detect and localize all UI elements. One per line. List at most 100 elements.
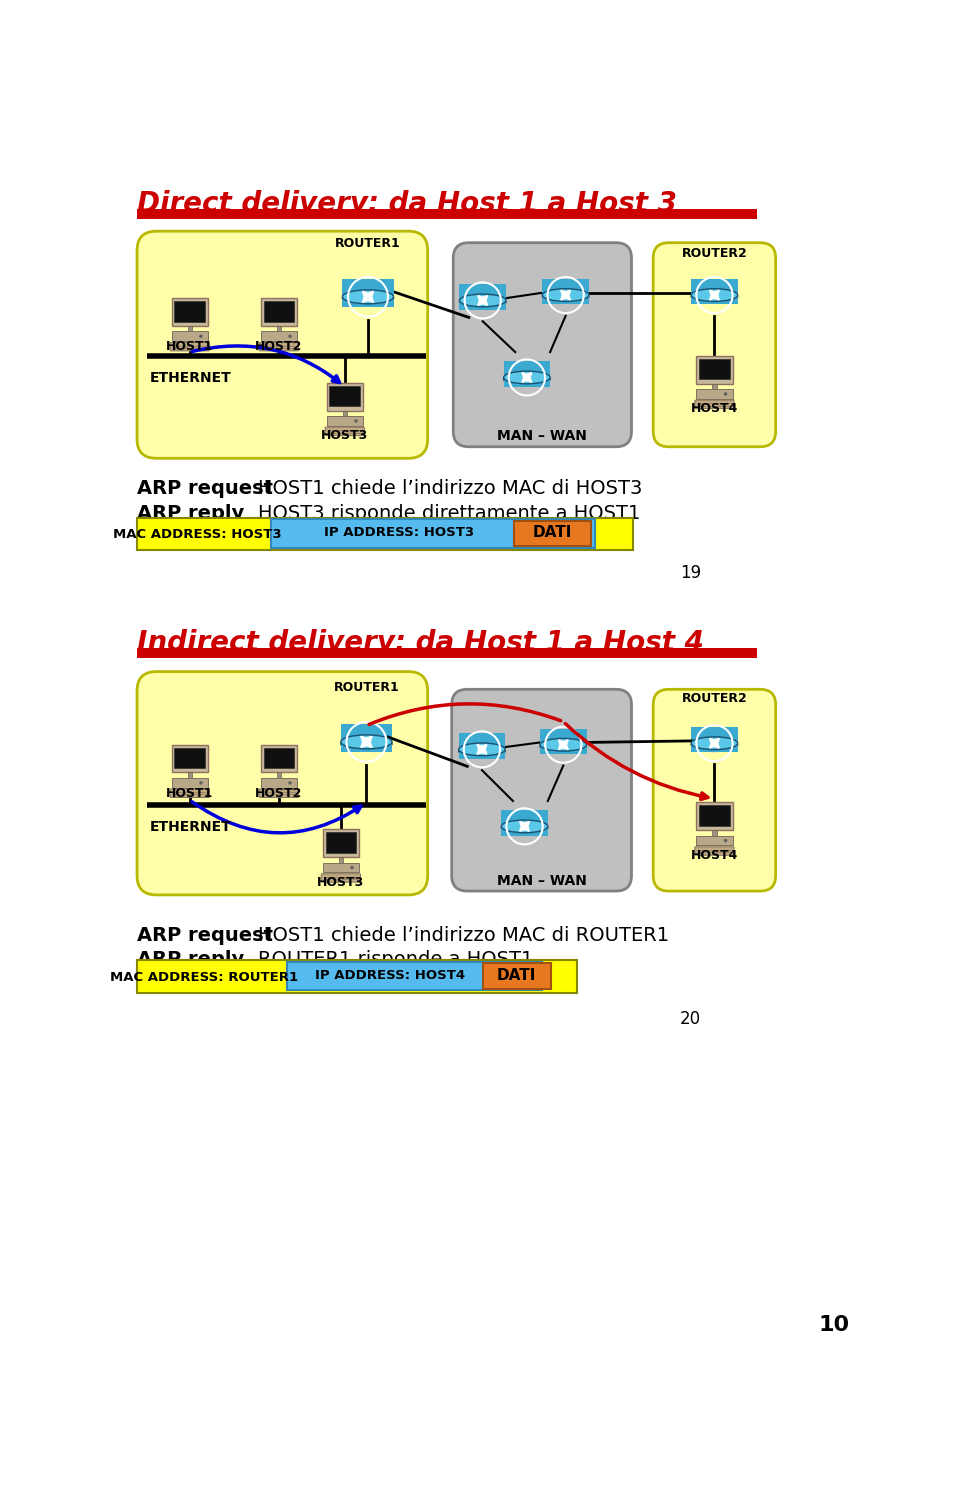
FancyBboxPatch shape [453, 243, 632, 447]
Ellipse shape [540, 739, 587, 751]
Ellipse shape [504, 372, 550, 386]
FancyBboxPatch shape [322, 873, 361, 882]
FancyBboxPatch shape [325, 428, 365, 435]
FancyBboxPatch shape [170, 343, 209, 352]
Bar [175, 748, 205, 769]
Ellipse shape [504, 371, 550, 384]
Ellipse shape [343, 291, 394, 304]
Text: ROUTER2: ROUTER2 [682, 693, 747, 705]
Ellipse shape [460, 297, 506, 308]
Bar [261, 298, 297, 326]
Bar [326, 416, 363, 426]
Circle shape [288, 335, 292, 338]
Text: ROUTER1 risponde a HOST1: ROUTER1 risponde a HOST1 [258, 951, 534, 970]
Ellipse shape [691, 738, 737, 749]
Bar [172, 745, 208, 772]
Text: HOST3: HOST3 [322, 429, 369, 443]
Ellipse shape [540, 741, 587, 752]
Ellipse shape [691, 291, 737, 304]
Text: Indirect delivery: da Host 1 a Host 4: Indirect delivery: da Host 1 a Host 4 [137, 629, 704, 657]
FancyBboxPatch shape [259, 343, 299, 352]
Bar [540, 729, 587, 754]
Bar [343, 279, 394, 307]
Text: DATI: DATI [497, 968, 537, 983]
Ellipse shape [459, 744, 505, 755]
Ellipse shape [691, 739, 737, 751]
Text: ARP request: ARP request [137, 925, 273, 945]
Bar [460, 285, 506, 310]
Bar [343, 411, 347, 416]
Text: 10: 10 [819, 1314, 850, 1335]
Bar [137, 961, 577, 992]
Bar [329, 386, 360, 407]
Text: HOST1 chiede l’indirizzo MAC di HOST3: HOST1 chiede l’indirizzo MAC di HOST3 [258, 480, 642, 498]
Bar [187, 326, 192, 331]
Bar [691, 279, 737, 304]
Text: HOST4: HOST4 [691, 402, 738, 416]
FancyBboxPatch shape [695, 401, 734, 408]
Text: MAC ADDRESS: ROUTER1: MAC ADDRESS: ROUTER1 [109, 971, 298, 983]
Bar [325, 833, 356, 852]
Ellipse shape [343, 292, 394, 305]
Bar [459, 733, 505, 758]
Bar [287, 963, 542, 991]
Bar [699, 359, 730, 380]
Bar [187, 772, 192, 778]
Bar [501, 811, 548, 836]
FancyBboxPatch shape [452, 690, 632, 891]
Text: MAC ADDRESS: HOST3: MAC ADDRESS: HOST3 [113, 527, 282, 541]
Text: IP ADDRESS: HOST3: IP ADDRESS: HOST3 [324, 526, 474, 539]
Text: HOST1: HOST1 [166, 787, 213, 800]
Ellipse shape [501, 822, 548, 834]
Text: ROUTER1: ROUTER1 [333, 681, 399, 694]
Bar [483, 964, 551, 989]
Text: HOST2: HOST2 [255, 341, 302, 353]
Circle shape [354, 419, 358, 423]
Bar [504, 361, 550, 387]
Text: ETHERNET: ETHERNET [150, 371, 231, 386]
Bar [696, 803, 732, 830]
Bar [276, 772, 281, 778]
Text: DATI: DATI [533, 526, 572, 541]
Text: 19: 19 [680, 563, 701, 581]
FancyBboxPatch shape [695, 846, 734, 855]
Circle shape [288, 781, 292, 785]
Bar [341, 724, 392, 752]
Bar [696, 389, 732, 399]
Ellipse shape [460, 294, 506, 307]
Ellipse shape [691, 289, 737, 301]
Circle shape [199, 781, 203, 785]
Ellipse shape [542, 289, 588, 301]
Bar [696, 356, 732, 383]
FancyBboxPatch shape [137, 231, 427, 459]
Bar [172, 778, 208, 788]
Circle shape [724, 839, 728, 842]
Text: ARP reply: ARP reply [137, 504, 244, 523]
Text: ETHERNET: ETHERNET [150, 820, 231, 834]
Text: IP ADDRESS: HOST4: IP ADDRESS: HOST4 [315, 970, 465, 982]
Bar [712, 383, 716, 389]
FancyBboxPatch shape [137, 672, 427, 895]
Text: HOST3: HOST3 [317, 876, 365, 888]
Circle shape [724, 392, 728, 396]
Text: HOST3 risponde direttamente a HOST1: HOST3 risponde direttamente a HOST1 [258, 504, 640, 523]
Text: MAN – WAN: MAN – WAN [497, 429, 588, 443]
Ellipse shape [341, 738, 392, 751]
Text: ROUTER2: ROUTER2 [682, 246, 747, 259]
Circle shape [350, 866, 354, 869]
FancyBboxPatch shape [259, 790, 299, 797]
Text: MAN – WAN: MAN – WAN [496, 875, 587, 888]
Text: ARP reply: ARP reply [137, 951, 244, 970]
Bar [172, 298, 208, 326]
Bar [696, 836, 732, 845]
Ellipse shape [341, 735, 392, 749]
Bar [175, 301, 205, 322]
Bar [264, 748, 294, 769]
Ellipse shape [459, 745, 505, 757]
Text: HOST1 chiede l’indirizzo MAC di ROUTER1: HOST1 chiede l’indirizzo MAC di ROUTER1 [258, 925, 669, 945]
FancyBboxPatch shape [170, 790, 209, 797]
Bar [323, 830, 359, 857]
Bar [271, 519, 595, 548]
Text: HOST1: HOST1 [166, 341, 213, 353]
FancyBboxPatch shape [653, 243, 776, 447]
